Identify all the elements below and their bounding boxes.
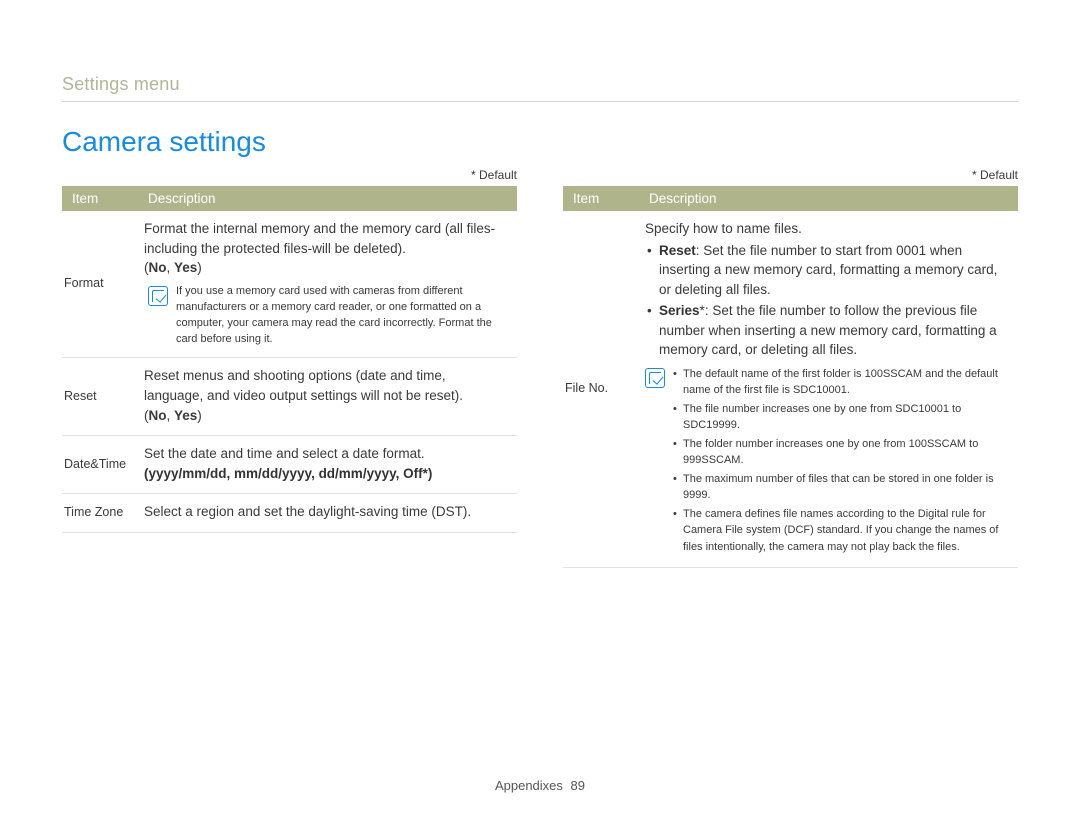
item-desc-fileno: Specify how to name files. Reset: Set th…	[639, 211, 1018, 568]
manual-page: Settings menu Camera settings * Default …	[0, 0, 1080, 815]
page-title: Camera settings	[62, 126, 1018, 158]
desc-text: Reset menus and shooting options (date a…	[144, 366, 507, 405]
table-row: Reset Reset menus and shooting options (…	[62, 358, 517, 436]
desc-text: Set the date and time and select a date …	[144, 444, 507, 464]
option-yes: Yes	[174, 260, 197, 275]
note-box: If you use a memory card used with camer…	[144, 284, 507, 348]
option-sep: ,	[167, 260, 175, 275]
bullet-text: : Set the file number to start from 0001…	[659, 243, 997, 297]
options-text: (No, Yes)	[144, 406, 507, 426]
item-label-reset: Reset	[62, 358, 138, 436]
bullet-text: : Set the file number to follow the prev…	[659, 303, 997, 357]
desc-text: Specify how to name files.	[645, 219, 1008, 239]
settings-table-right: Item Description File No. Specify how to…	[563, 186, 1018, 568]
bullet-label: Reset	[659, 243, 696, 258]
columns: * Default Item Description Format Format…	[62, 168, 1018, 568]
note-icon	[645, 368, 665, 388]
bullet-label: Series	[659, 303, 700, 318]
divider	[62, 101, 1018, 102]
col-header-desc: Description	[639, 186, 1018, 211]
option-sep: ,	[167, 408, 175, 423]
list-item: Series*: Set the file number to follow t…	[645, 301, 1008, 360]
list-item: The file number increases one by one fro…	[673, 401, 1008, 434]
option-yes: Yes	[174, 408, 197, 423]
default-note: * Default	[62, 168, 517, 182]
table-row: Time Zone Select a region and set the da…	[62, 494, 517, 533]
options-text: (No, Yes)	[144, 258, 507, 278]
list-item: The default name of the first folder is …	[673, 366, 1008, 399]
table-header-row: Item Description	[563, 186, 1018, 211]
col-header-item: Item	[563, 186, 639, 211]
paren-close: )	[197, 408, 202, 423]
item-desc-timezone: Select a region and set the daylight-sav…	[138, 494, 517, 533]
item-desc-format: Format the internal memory and the memor…	[138, 211, 517, 358]
default-note: * Default	[563, 168, 1018, 182]
breadcrumb: Settings menu	[62, 74, 1018, 95]
left-column: * Default Item Description Format Format…	[62, 168, 517, 568]
table-row: File No. Specify how to name files. Rese…	[563, 211, 1018, 568]
options-bold: (yyyy/mm/dd, mm/dd/yyyy, dd/mm/yyyy, Off…	[144, 466, 432, 481]
page-footer: Appendixes 89	[0, 778, 1080, 793]
item-label-format: Format	[62, 211, 138, 358]
item-label-fileno: File No.	[563, 211, 639, 568]
item-desc-reset: Reset menus and shooting options (date a…	[138, 358, 517, 436]
col-header-item: Item	[62, 186, 138, 211]
note-icon	[148, 286, 168, 306]
item-desc-datetime: Set the date and time and select a date …	[138, 436, 517, 494]
option-no: No	[149, 408, 167, 423]
col-header-desc: Description	[138, 186, 517, 211]
item-label-datetime: Date&Time	[62, 436, 138, 494]
item-label-timezone: Time Zone	[62, 494, 138, 533]
list-item: The folder number increases one by one f…	[673, 436, 1008, 469]
option-no: No	[149, 260, 167, 275]
note-box: The default name of the first folder is …	[645, 366, 1008, 558]
desc-bullets: Reset: Set the file number to start from…	[645, 241, 1008, 360]
list-item: The maximum number of files that can be …	[673, 471, 1008, 504]
footer-label: Appendixes	[495, 778, 563, 793]
footer-page: 89	[571, 778, 585, 793]
table-row: Format Format the internal memory and th…	[62, 211, 517, 358]
list-item: The camera defines file names according …	[673, 506, 1008, 556]
list-item: Reset: Set the file number to start from…	[645, 241, 1008, 300]
note-list: The default name of the first folder is …	[673, 366, 1008, 558]
desc-text: Select a region and set the daylight-sav…	[144, 502, 507, 522]
options-text: (yyyy/mm/dd, mm/dd/yyyy, dd/mm/yyyy, Off…	[144, 464, 507, 484]
table-header-row: Item Description	[62, 186, 517, 211]
desc-text: Format the internal memory and the memor…	[144, 219, 507, 258]
paren-close: )	[197, 260, 202, 275]
note-text: If you use a memory card used with camer…	[176, 284, 507, 348]
settings-table-left: Item Description Format Format the inter…	[62, 186, 517, 533]
table-row: Date&Time Set the date and time and sele…	[62, 436, 517, 494]
right-column: * Default Item Description File No. Spec…	[563, 168, 1018, 568]
